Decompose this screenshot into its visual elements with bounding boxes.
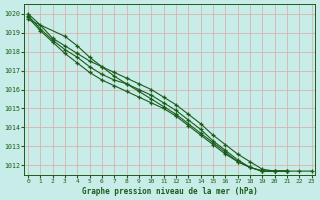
X-axis label: Graphe pression niveau de la mer (hPa): Graphe pression niveau de la mer (hPa)	[82, 187, 258, 196]
